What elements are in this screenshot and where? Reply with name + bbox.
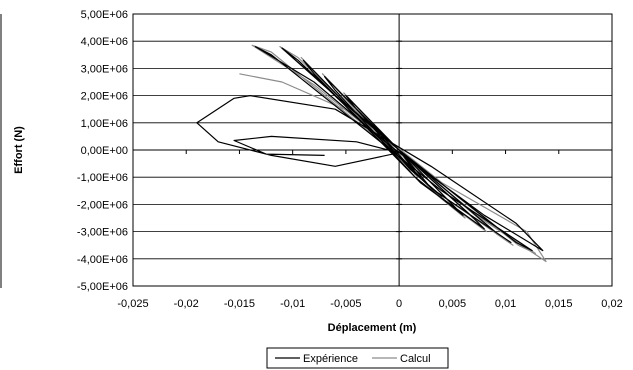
x-tick-label: 0,015	[545, 298, 573, 310]
series-layer	[196, 44, 547, 263]
series-line	[196, 45, 544, 252]
x-tick-label: -0,015	[224, 298, 255, 310]
y-tick-label: -5,00E+06	[77, 281, 128, 293]
x-tick-label: 0	[396, 298, 402, 310]
x-tick-label: 0,02	[601, 298, 622, 310]
y-tick-label: -3,00E+06	[77, 227, 128, 239]
y-tick-label: 0,00E+00	[81, 145, 128, 157]
y-axis-title: Effort (N)	[13, 126, 25, 174]
y-tick-label: 2,00E+06	[81, 91, 128, 103]
y-tick-label: 1,00E+06	[81, 118, 128, 130]
y-tick-label: 4,00E+06	[81, 36, 128, 48]
x-tick-label: -0,01	[280, 298, 305, 310]
y-tick-label: -1,00E+06	[77, 172, 128, 184]
series-experience	[196, 45, 544, 252]
y-tick-label: -4,00E+06	[77, 254, 128, 266]
x-axis-title: Déplacement (m)	[328, 322, 417, 334]
legend-label-experience: Expérience	[303, 353, 358, 365]
legend: Expérience Calcul	[266, 347, 449, 369]
x-tick-label: 0,01	[495, 298, 516, 310]
x-tick-label: -0,025	[117, 298, 148, 310]
y-tick-label: -2,00E+06	[77, 199, 128, 211]
y-axis-tick-labels: 5,00E+06 4,00E+06 3,00E+06 2,00E+06 1,00E+06…	[77, 9, 128, 293]
legend-box	[266, 347, 449, 369]
x-tick-label: -0,02	[174, 298, 199, 310]
y-tick-label: 5,00E+06	[81, 9, 128, 21]
legend-label-calcul: Calcul	[400, 353, 431, 365]
y-tick-label: 3,00E+06	[81, 63, 128, 75]
x-axis-tick-labels: -0,025 -0,02 -0,015 -0,01 -0,005 0 0,005 0,01 0,…	[117, 298, 622, 310]
x-tick-label: -0,005	[330, 298, 361, 310]
x-tick-label: 0,005	[439, 298, 467, 310]
